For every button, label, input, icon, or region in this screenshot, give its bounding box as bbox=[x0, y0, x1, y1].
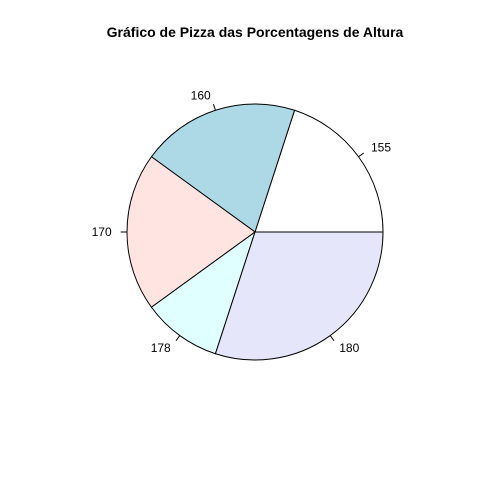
pie-labels: 155 160 170 178 180 bbox=[92, 89, 392, 355]
chart-title: Gráfico de Pizza das Porcentagens de Alt… bbox=[107, 24, 404, 40]
slice-label-170: 170 bbox=[92, 225, 112, 239]
pie-slice-180 bbox=[214, 231, 384, 361]
slice-label-155: 155 bbox=[371, 141, 391, 155]
slice-label-180: 180 bbox=[339, 341, 359, 355]
slice-label-178: 178 bbox=[151, 341, 171, 355]
pie-slices bbox=[126, 103, 384, 361]
leader-line-160 bbox=[212, 104, 216, 111]
pie-slice-178 bbox=[150, 230, 256, 355]
leader-line-155 bbox=[358, 152, 365, 158]
pie-leader-lines bbox=[120, 104, 365, 342]
slice-label-160: 160 bbox=[191, 89, 211, 103]
leader-line-180 bbox=[329, 335, 335, 342]
pie-slice-155 bbox=[254, 109, 384, 233]
leader-line-178 bbox=[175, 335, 181, 342]
pie-slice-160 bbox=[150, 103, 296, 233]
